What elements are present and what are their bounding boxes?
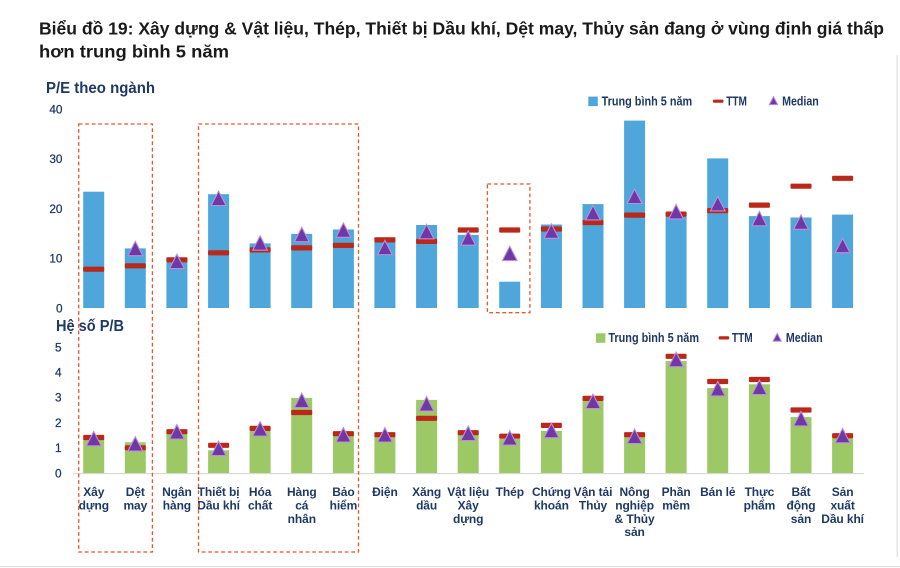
svg-text:cá: cá [295,498,309,512]
svg-text:Chứng: Chứng [532,485,571,499]
svg-text:Thép: Thép [496,485,524,499]
svg-text:phẩm: phẩm [744,498,776,512]
svg-text:Thủy: Thủy [579,498,608,512]
svg-text:Hóa: Hóa [249,485,272,499]
svg-text:Dệt: Dệt [126,485,145,499]
svg-text:Xăng: Xăng [412,485,441,499]
svg-text:khoán: khoán [534,498,569,512]
svg-text:Biểu đồ 19: Xây dựng & Vật liệ: Biểu đồ 19: Xây dựng & Vật liệu, Thép, T… [39,18,884,38]
svg-text:Hàng: Hàng [287,485,317,499]
svg-text:3: 3 [55,391,62,405]
svg-text:Bất: Bất [791,485,810,499]
svg-text:xuất: xuất [830,498,854,512]
svg-text:dựng: dựng [79,498,109,512]
svg-text:20: 20 [49,202,63,216]
svg-text:Điện: Điện [372,485,398,499]
svg-text:Median: Median [782,95,819,109]
svg-text:sản: sản [624,525,644,539]
svg-text:TTM: TTM [726,95,747,109]
svg-text:hiểm: hiểm [330,498,358,512]
svg-text:Sản: Sản [832,485,854,499]
svg-text:Vật liệu: Vật liệu [447,485,489,499]
svg-text:30: 30 [49,152,63,166]
svg-text:động: động [787,498,816,512]
svg-text:Vận tải: Vận tải [574,485,613,499]
svg-text:Thiết bị: Thiết bị [198,485,240,499]
svg-text:Xây: Xây [83,485,104,499]
svg-text:Thực: Thực [745,485,775,499]
svg-text:P/E theo ngành: P/E theo ngành [46,80,155,97]
svg-text:chất: chất [248,498,272,512]
svg-text:Phần: Phần [662,485,691,499]
svg-text:Nông: Nông [619,485,649,499]
svg-text:Trung bình 5 năm: Trung bình 5 năm [608,331,699,345]
svg-text:10: 10 [49,252,63,266]
svg-text:Trung bình 5 năm: Trung bình 5 năm [602,95,693,109]
svg-text:Median: Median [786,331,823,345]
svg-text:Bảo: Bảo [332,485,354,499]
svg-text:40: 40 [49,103,63,117]
svg-text:4: 4 [55,366,62,380]
svg-text:Bán lẻ: Bán lẻ [700,485,736,499]
svg-text:& Thủy: & Thủy [615,512,655,526]
svg-text:5: 5 [55,340,62,354]
svg-text:2: 2 [55,416,62,430]
svg-text:Dầu khí: Dầu khí [821,512,864,526]
svg-text:nghiệp: nghiệp [615,498,654,512]
svg-text:dầu: dầu [416,498,437,512]
svg-text:hơn trung bình 5 năm: hơn trung bình 5 năm [39,42,229,62]
svg-text:Dầu khí: Dầu khí [197,498,240,512]
svg-text:0: 0 [55,466,62,480]
svg-text:may: may [123,498,147,512]
svg-text:nhân: nhân [288,512,316,526]
svg-text:sản: sản [791,512,811,526]
svg-text:hàng: hàng [163,498,191,512]
svg-text:Hệ số P/B: Hệ số P/B [56,318,124,335]
svg-text:Xây: Xây [458,498,479,512]
svg-text:0: 0 [56,301,63,315]
svg-text:Ngân: Ngân [162,485,192,499]
svg-text:TTM: TTM [732,331,753,345]
svg-text:dựng: dựng [453,512,483,526]
svg-text:mềm: mềm [662,498,690,512]
svg-text:1: 1 [55,441,62,455]
